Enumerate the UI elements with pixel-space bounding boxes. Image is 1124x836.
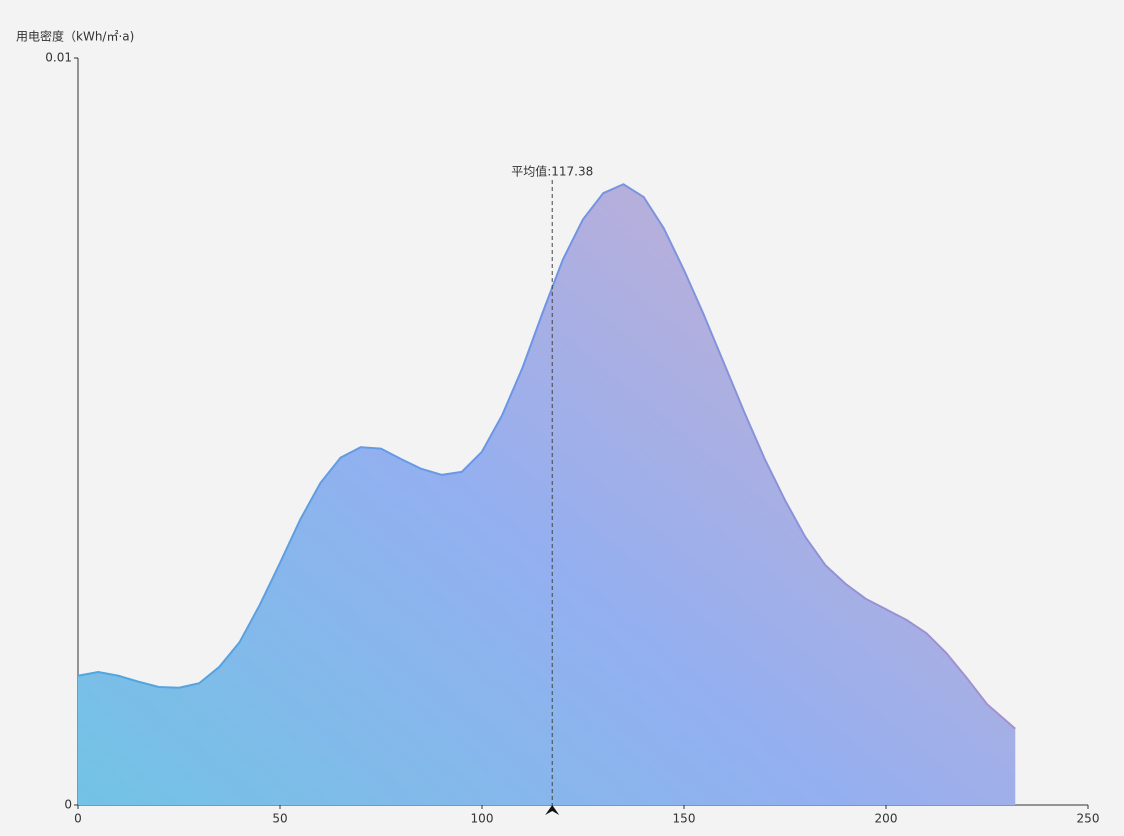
x-tick-label: 200 xyxy=(875,812,898,826)
y-tick-label: 0 xyxy=(64,798,72,812)
x-tick-label: 250 xyxy=(1077,812,1100,826)
x-tick-label: 0 xyxy=(74,812,82,826)
mean-label: 平均值:117.38 xyxy=(511,164,593,179)
x-tick-label: 150 xyxy=(673,812,696,826)
area xyxy=(78,184,1016,806)
y-axis-label: 用电密度（kWh/㎡·a) xyxy=(16,29,134,44)
x-tick-label: 50 xyxy=(272,812,287,826)
density-line xyxy=(77,183,1016,730)
mean-arrow xyxy=(545,805,560,815)
y-tick-label: 0.01 xyxy=(45,51,72,65)
x-tick-label: 100 xyxy=(471,812,494,826)
